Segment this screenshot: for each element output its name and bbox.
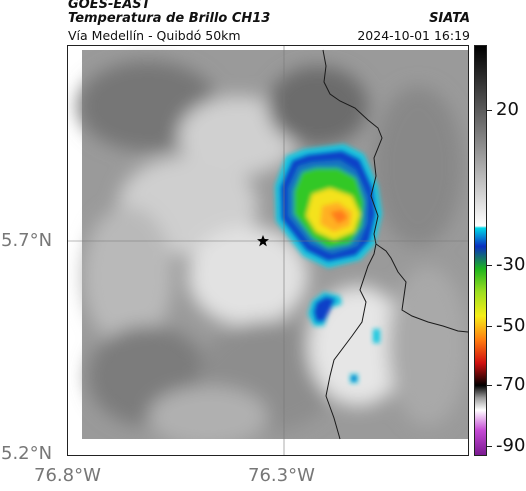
title-product: Temperatura de Brillo CH13 bbox=[68, 11, 271, 26]
colorbar-tick bbox=[487, 326, 492, 327]
y-tick-label: 5.2°N bbox=[1, 443, 53, 464]
colorbar-label: -50 bbox=[496, 315, 526, 336]
colorbar-label: -90 bbox=[496, 435, 526, 456]
colorbar-label: -70 bbox=[496, 374, 526, 395]
x-tick-label: 76.3°W bbox=[248, 465, 315, 486]
map-canvas bbox=[68, 46, 468, 455]
convective-cell-main bbox=[275, 144, 382, 268]
x-tick-label: 76.8°W bbox=[34, 465, 101, 486]
colorbar-tick bbox=[487, 446, 492, 447]
colorbar bbox=[474, 45, 487, 456]
colorbar-label: -30 bbox=[496, 254, 526, 275]
title-satellite: GOES-EAST bbox=[68, 0, 151, 12]
colorbar-tick bbox=[487, 385, 492, 386]
colorbar-gradient bbox=[475, 46, 486, 455]
y-tick-label: 5.7°N bbox=[1, 230, 53, 251]
cloud-field bbox=[68, 50, 468, 455]
satellite-map bbox=[67, 45, 469, 456]
colorbar-tick bbox=[487, 110, 492, 111]
colorbar-tick bbox=[487, 265, 492, 266]
organization-label: SIATA bbox=[429, 11, 470, 26]
star-icon bbox=[257, 235, 269, 247]
timestamp: 2024-10-01 16:19 bbox=[357, 28, 470, 43]
boundary-lines bbox=[322, 49, 468, 440]
colorbar-label: 20 bbox=[496, 99, 519, 120]
convective-cell-small bbox=[308, 292, 380, 383]
title-region: Vía Medellín - Quibdó 50km bbox=[68, 28, 241, 43]
